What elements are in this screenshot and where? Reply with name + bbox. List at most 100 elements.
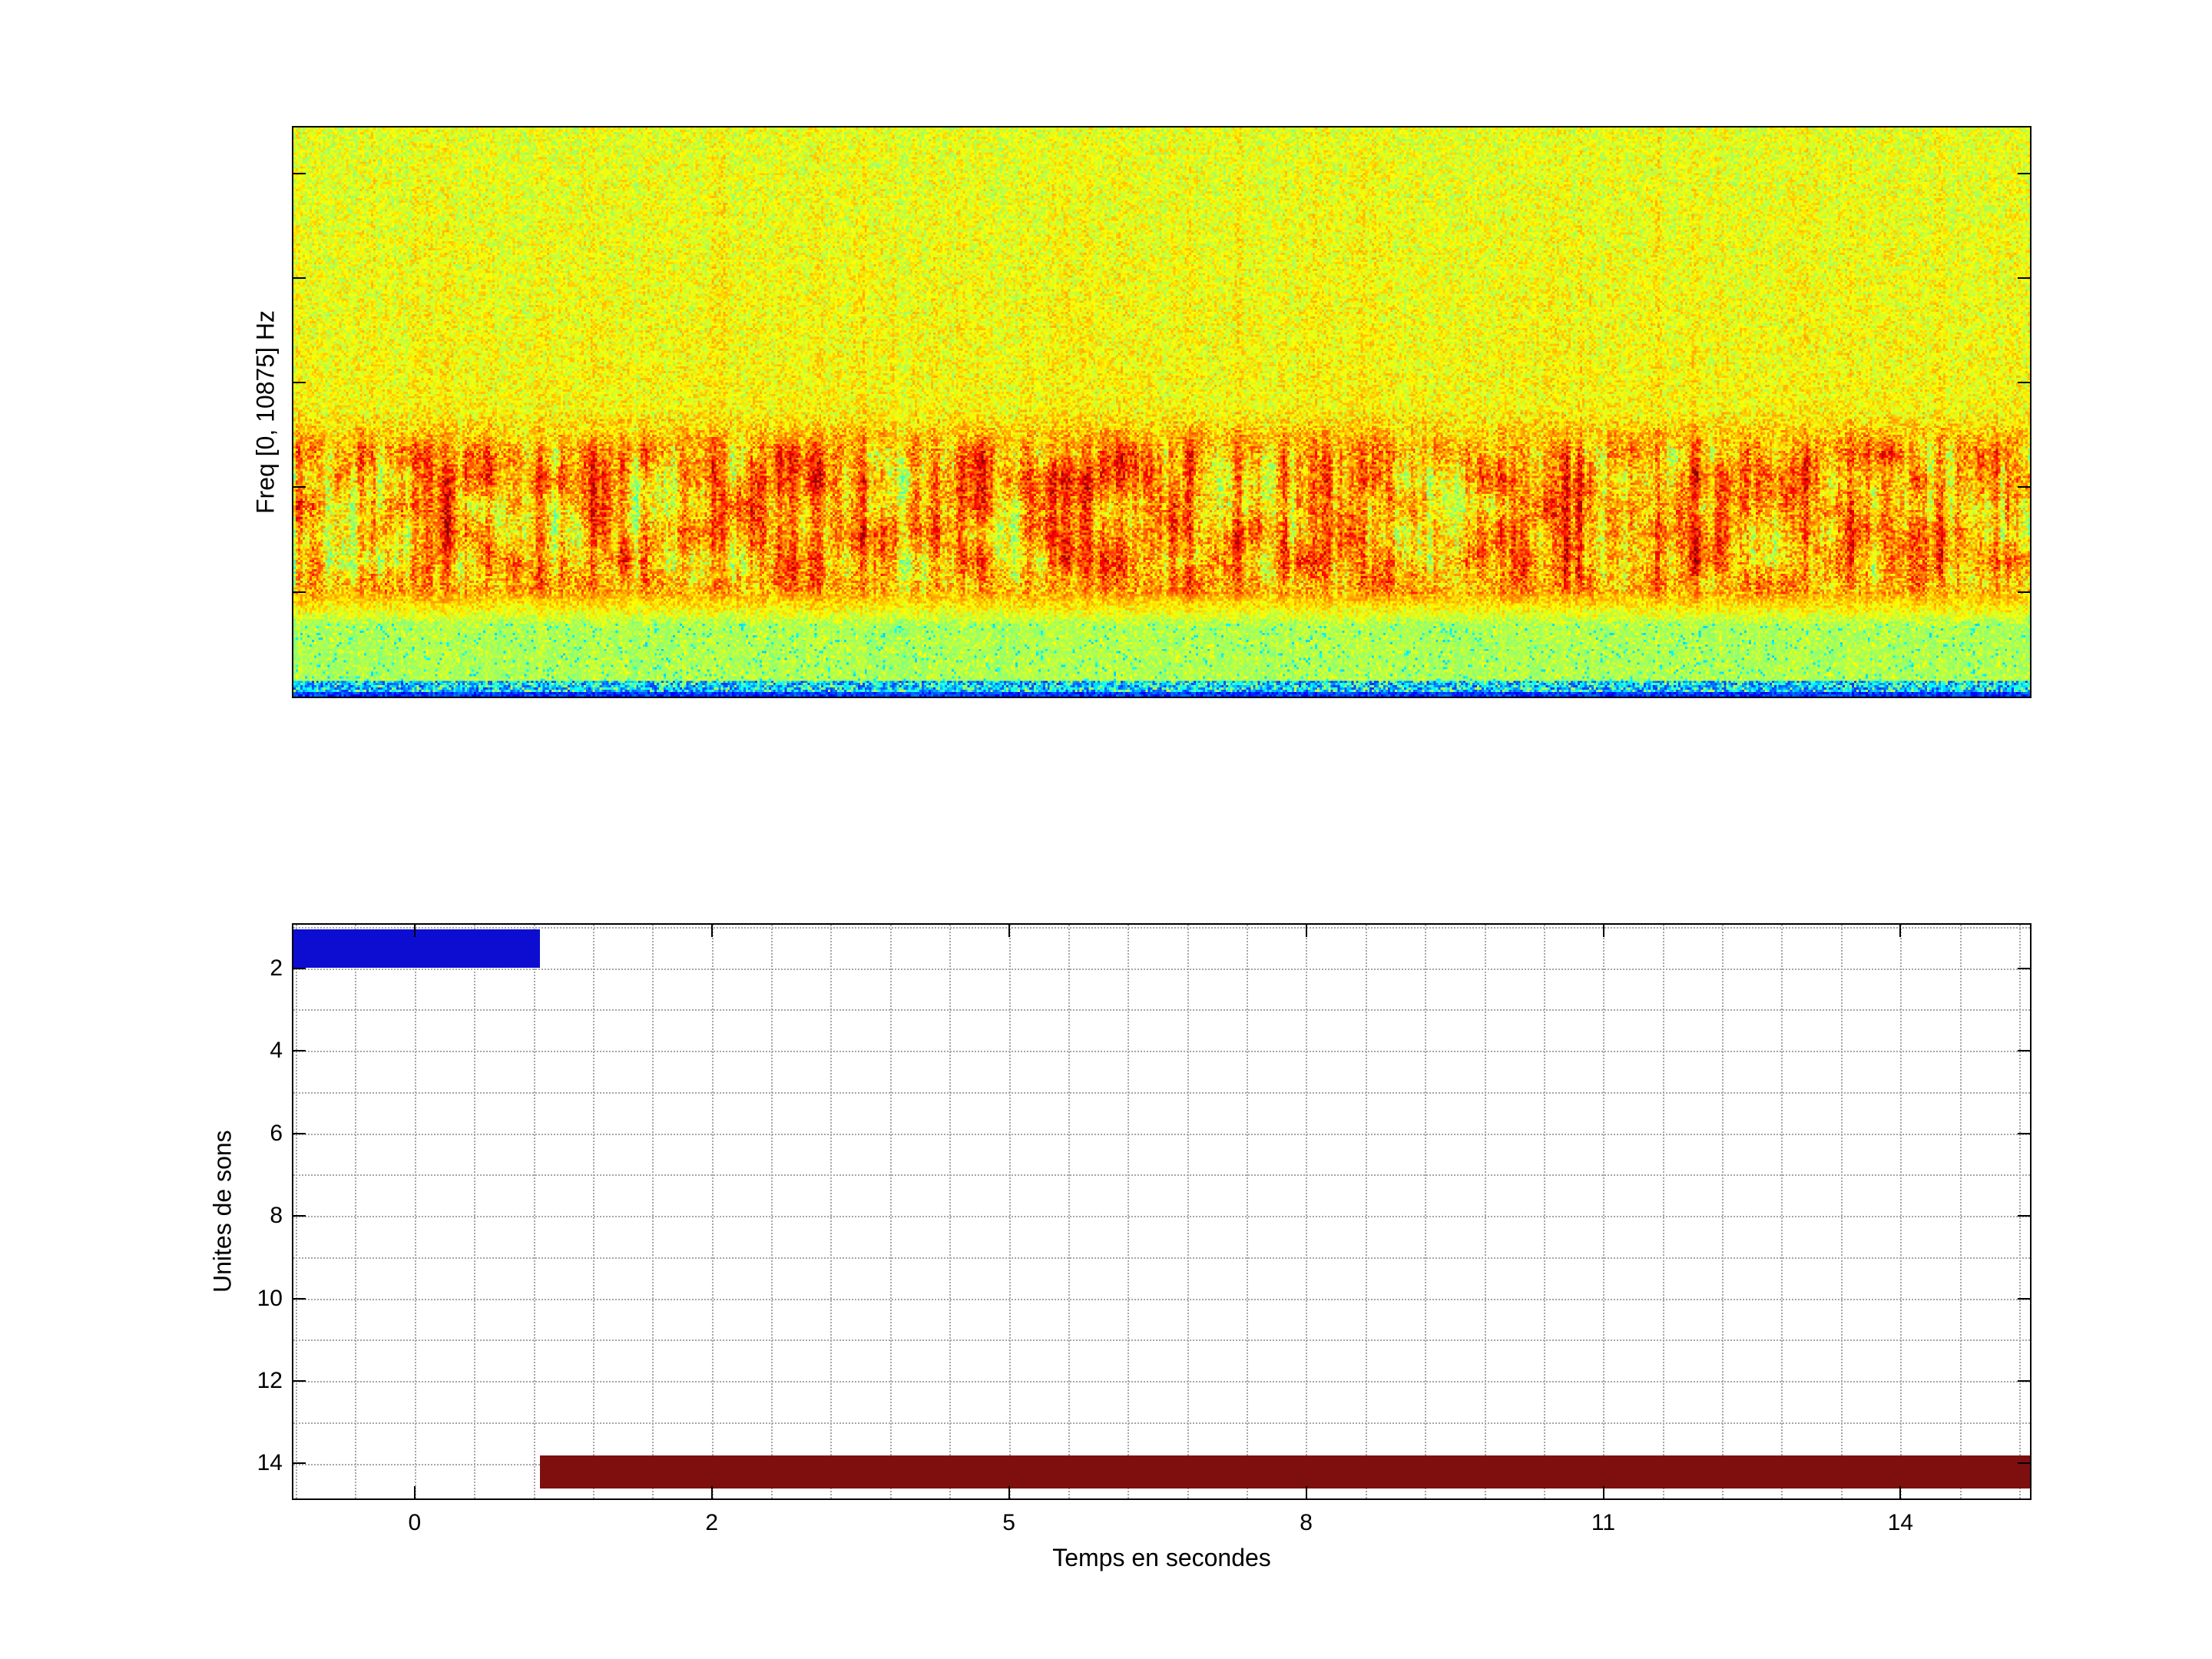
freq-tick-mark	[2018, 172, 2030, 174]
grid-line-v	[1306, 925, 1308, 1498]
x-tick-label: 11	[1591, 1510, 1616, 1535]
y-tick-label: 2	[270, 955, 283, 981]
grid-line-h	[293, 1257, 2030, 1259]
grid-line-h	[293, 1174, 2030, 1177]
grid-line-v	[1187, 925, 1189, 1498]
grid-line-h	[293, 927, 2030, 929]
y-tick-label: 4	[270, 1038, 283, 1064]
x-tick-label: 14	[1887, 1510, 1914, 1535]
freq-tick-mark	[2018, 382, 2030, 384]
grid-line-h	[293, 1091, 2030, 1094]
y-tick-mark	[293, 1297, 306, 1300]
x-tick-mark	[1602, 925, 1604, 937]
time-axis-label: Temps en secondes	[1052, 1544, 1271, 1571]
x-tick-label: 8	[1300, 1510, 1313, 1535]
grid-line-v	[1008, 925, 1011, 1498]
x-tick-mark	[413, 1486, 416, 1498]
y-tick-mark	[293, 967, 306, 969]
y-tick-mark	[2018, 1380, 2030, 1382]
x-tick-mark	[1899, 1486, 1902, 1498]
bar-segment-sound-unit-14	[540, 1455, 2030, 1488]
grid-line-v	[1425, 925, 1427, 1498]
y-tick-mark	[2018, 1215, 2030, 1217]
x-tick-mark	[1305, 1486, 1307, 1498]
y-tick-mark	[293, 1380, 306, 1382]
spectrogram-axes	[292, 126, 2032, 698]
x-tick-mark	[1008, 1486, 1010, 1498]
grid-line-v	[1365, 925, 1367, 1498]
y-tick-mark	[2018, 967, 2030, 969]
grid-line-h	[293, 1051, 2030, 1053]
grid-line-v	[2018, 925, 2021, 1498]
x-tick-mark	[413, 925, 416, 937]
grid-line-v	[830, 925, 833, 1498]
grid-line-v	[1128, 925, 1130, 1498]
freq-tick-mark	[293, 276, 306, 279]
x-tick-mark	[710, 925, 713, 937]
grid-line-v	[414, 925, 416, 1498]
grid-line-v	[1781, 925, 1783, 1498]
freq-tick-mark	[2018, 276, 2030, 279]
freq-tick-mark	[2018, 591, 2030, 593]
y-tick-mark	[293, 1132, 306, 1134]
x-tick-mark	[710, 1486, 713, 1498]
y-tick-label: 12	[257, 1368, 283, 1393]
y-tick-mark	[293, 1215, 306, 1217]
grid-line-v	[1900, 925, 1902, 1498]
spectrogram-canvas	[293, 127, 2030, 697]
y-tick-mark	[2018, 1462, 2030, 1465]
grid-line-v	[296, 925, 298, 1498]
grid-line-h	[293, 1339, 2030, 1342]
grid-line-h	[293, 1133, 2030, 1135]
freq-tick-mark	[293, 591, 306, 593]
y-tick-mark	[293, 1462, 306, 1465]
spectrogram-ylabel: Freq [0, 10875] Hz	[251, 310, 280, 515]
grid-line-v	[1662, 925, 1664, 1498]
bar-segment-sound-unit-1	[293, 929, 541, 969]
freq-tick-mark	[293, 172, 306, 174]
grid-line-v	[1484, 925, 1486, 1498]
grid-line-h	[293, 968, 2030, 970]
x-tick-mark	[1899, 925, 1902, 937]
y-tick-label: 10	[257, 1285, 283, 1311]
y-tick-label: 6	[270, 1120, 283, 1146]
grid-line-v	[652, 925, 654, 1498]
grid-line-h	[293, 1298, 2030, 1300]
freq-tick-mark	[293, 382, 306, 384]
grid-line-h	[293, 1009, 2030, 1012]
grid-line-v	[1247, 925, 1248, 1498]
grid-line-v	[1603, 925, 1605, 1498]
grid-line-v	[711, 925, 714, 1498]
grid-line-v	[355, 925, 357, 1498]
grid-line-h	[293, 1422, 2030, 1424]
y-tick-mark	[293, 1050, 306, 1052]
grid-line-h	[293, 1216, 2030, 1218]
y-tick-mark	[2018, 1132, 2030, 1134]
x-tick-mark	[1305, 925, 1307, 937]
y-tick-mark	[2018, 1050, 2030, 1052]
x-tick-label: 2	[705, 1510, 719, 1535]
y-tick-label: 14	[257, 1450, 283, 1476]
units-axes	[292, 923, 2032, 1500]
grid-line-h	[293, 1381, 2030, 1383]
grid-line-v	[533, 925, 535, 1498]
x-tick-mark	[1008, 925, 1010, 937]
grid-line-v	[474, 925, 476, 1498]
grid-line-v	[1068, 925, 1070, 1498]
grid-line-v	[592, 925, 594, 1498]
y-tick-mark	[2018, 1297, 2030, 1300]
grid-line-v	[889, 925, 892, 1498]
grid-line-v	[949, 925, 952, 1498]
grid-line-v	[1959, 925, 1962, 1498]
x-tick-label: 0	[408, 1510, 422, 1535]
y-tick-label: 8	[270, 1203, 283, 1229]
freq-tick-mark	[293, 486, 306, 488]
grid-line-v	[1722, 925, 1724, 1498]
grid-line-v	[1543, 925, 1545, 1498]
freq-tick-mark	[2018, 486, 2030, 488]
x-tick-label: 5	[1002, 1510, 1015, 1535]
grid-line-v	[1840, 925, 1843, 1498]
x-tick-mark	[1602, 1486, 1604, 1498]
grid-line-v	[771, 925, 773, 1498]
